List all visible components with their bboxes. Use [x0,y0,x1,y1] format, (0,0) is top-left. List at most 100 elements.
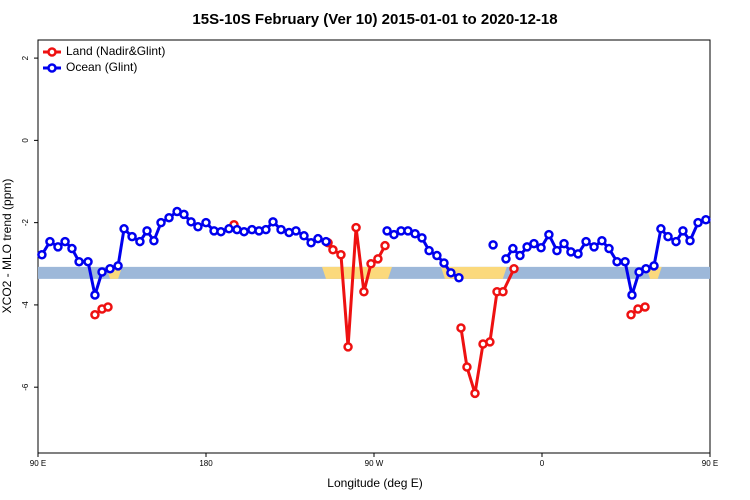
data-point [306,238,316,248]
legend-marker [47,63,57,73]
data-point [239,226,249,237]
data-point [336,249,346,260]
data-point [313,233,323,244]
y-tick-label: -6 [21,383,30,391]
data-point [620,256,630,267]
data-point [627,290,637,300]
data-point [74,256,84,267]
data-point [135,236,145,247]
data-point [432,250,442,261]
data-point [410,228,420,239]
data-point [90,310,100,320]
data-point [604,243,614,254]
data-point [663,231,673,242]
data-point [641,263,651,274]
data-point [201,217,211,228]
data-point [439,258,449,268]
data-point [164,212,174,223]
y-tick-label: -2 [21,219,30,227]
data-point [470,388,480,399]
data-point [60,236,70,247]
x-tick-label: 0 [540,459,545,468]
data-point [424,245,434,256]
data-point [462,362,472,372]
data-point [597,235,607,246]
y-tick-label: -4 [21,301,30,309]
legend-label: Land (Nadir&Glint) [66,44,165,58]
data-point [380,240,390,251]
series-line [504,218,707,296]
data-point [671,236,681,247]
data-point [127,231,137,242]
data-point [454,273,464,283]
data-point [446,268,456,278]
data-point [103,302,113,312]
x-tick-label: 180 [199,459,213,468]
x-axis-label: Longitude (deg E) [327,476,422,490]
legend-marker [47,47,57,57]
series-line [459,268,516,394]
data-point [693,217,703,228]
chart-title: 15S-10S February (Ver 10) 2015-01-01 to … [192,11,557,28]
data-point [678,226,688,236]
data-point [649,261,659,271]
data-point [382,226,392,236]
data-point [552,245,562,256]
data-point [373,254,383,264]
data-point [343,342,353,352]
data-point [501,254,511,264]
data-point [149,235,159,246]
data-point [573,249,583,259]
data-point [509,263,519,274]
data-point [389,229,399,240]
data-point [105,263,115,274]
data-point [179,209,189,220]
data-point [656,224,666,234]
data-point [508,243,518,254]
data-point [45,236,55,247]
data-point [685,235,695,246]
data-point [488,240,498,250]
legend-label: Ocean (Glint) [66,60,137,74]
data-point [37,249,47,260]
series-line [40,209,327,296]
data-point [559,238,569,249]
data-point [626,310,636,320]
data-point [589,242,599,252]
data-point [366,259,376,269]
x-tick-label: 90 E [702,459,718,468]
data-point [53,242,63,252]
data-point [640,302,650,312]
data-point [544,229,554,240]
data-point [581,236,591,247]
data-point [536,242,546,253]
data-point [515,250,525,261]
data-point [529,238,539,249]
data-point [417,233,427,243]
data-point [485,337,495,347]
y-tick-label: 0 [21,138,30,143]
data-point [224,224,234,234]
y-axis-label: XCO2 - MLO trend (ppm) [0,179,14,314]
data-point [247,224,257,235]
data-point [193,222,203,232]
data-point [268,217,278,227]
data-point [321,236,331,247]
x-tick-label: 90 E [30,459,46,468]
data-point [97,267,107,277]
data-point [113,261,123,271]
data-point [328,245,338,255]
data-point [156,217,166,228]
series-line [326,227,387,347]
data-point [351,222,361,233]
data-point [701,215,711,225]
data-point [119,224,129,234]
data-point [456,323,466,333]
y-tick-label: 2 [21,55,30,60]
data-point [299,231,309,241]
data-point [498,286,508,297]
data-point [261,224,271,235]
data-point [276,224,286,235]
data-point [216,226,226,237]
